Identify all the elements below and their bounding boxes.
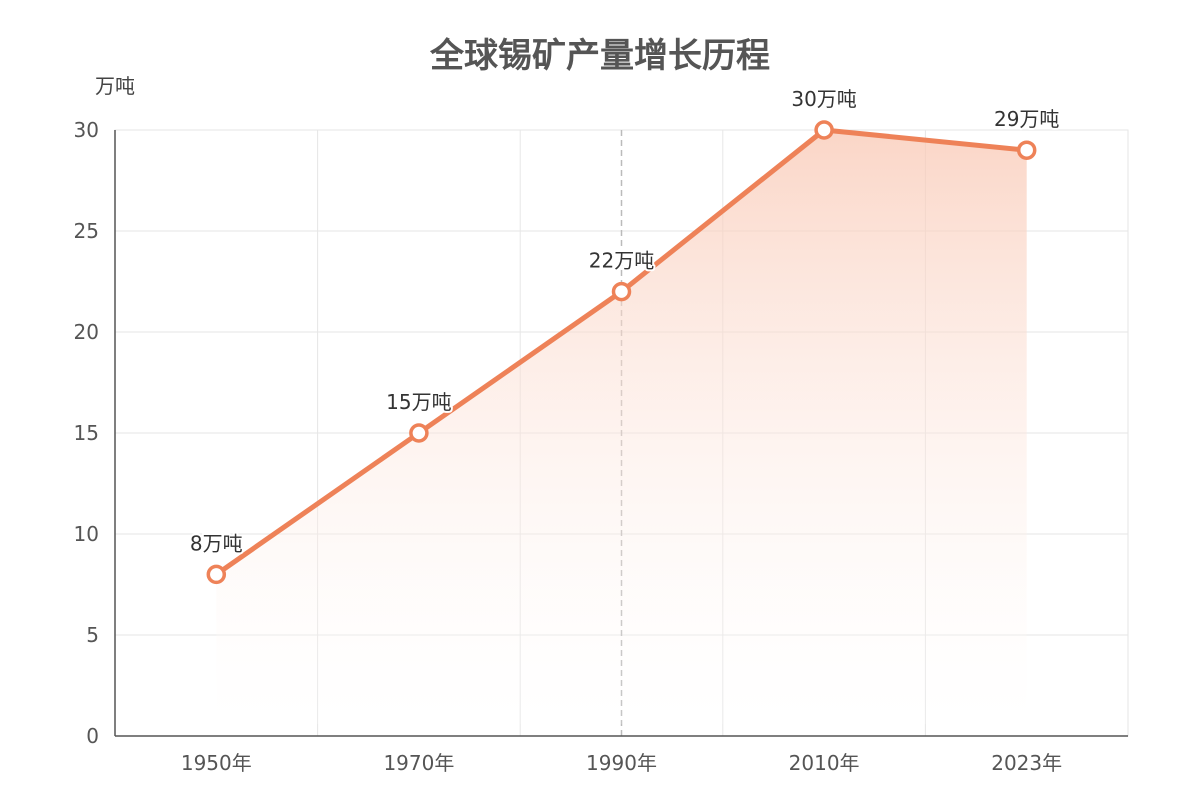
y-tick-label: 0 — [86, 724, 99, 748]
data-labels: 8万吨 15万吨 22万吨 30万吨 29万吨 — [188, 85, 1061, 557]
y-tick-label: 30 — [74, 118, 99, 142]
chart-title: 全球锡矿产量增长历程 — [429, 36, 770, 76]
data-label: 15万吨 — [386, 390, 451, 414]
y-tick-label: 25 — [74, 219, 99, 243]
area-fill — [216, 130, 1027, 724]
data-label: 8万吨 — [190, 531, 243, 555]
y-tick-label: 15 — [74, 421, 99, 445]
x-tick-label: 1950年 — [181, 751, 252, 775]
data-point-marker — [814, 120, 834, 140]
markers — [206, 120, 1037, 585]
area-fill-group — [216, 130, 1027, 724]
data-point-marker — [611, 281, 632, 302]
y-axis-label: 万吨 — [95, 74, 135, 98]
data-label: 29万吨 — [994, 107, 1059, 131]
x-tick-label: 1990年 — [586, 751, 657, 775]
x-tick-label: 2023年 — [991, 751, 1062, 775]
y-tick-labels: 0 5 10 15 20 25 30 — [74, 118, 99, 748]
y-tick-label: 5 — [86, 623, 99, 647]
data-label: 30万吨 — [791, 87, 856, 111]
x-tick-label: 2010年 — [789, 751, 860, 775]
data-point-marker — [409, 423, 429, 443]
x-tick-label: 1970年 — [383, 751, 454, 775]
data-point-marker — [1016, 140, 1037, 160]
y-tick-label: 10 — [74, 522, 99, 546]
y-tick-label: 20 — [74, 320, 99, 344]
data-label: 22万吨 — [589, 249, 654, 273]
data-point-marker — [206, 564, 227, 585]
x-tick-labels: 1950年 1970年 1990年 2010年 2023年 — [181, 751, 1062, 775]
axes — [114, 130, 1128, 737]
